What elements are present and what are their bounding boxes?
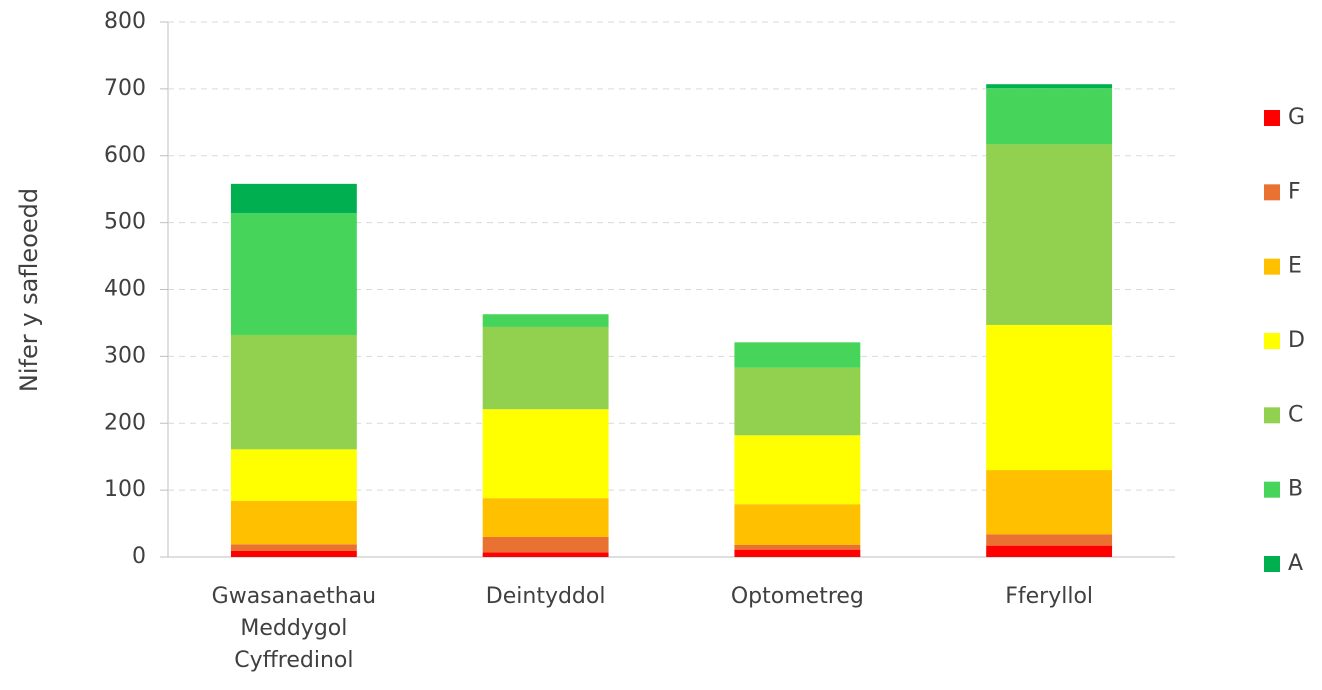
legend-swatch xyxy=(1264,184,1280,201)
bar-segment xyxy=(734,367,861,436)
bar-segment xyxy=(734,435,861,505)
legend-label: C xyxy=(1288,402,1303,427)
x-tick-label: Gwasanaethau Meddygol Cyffredinol xyxy=(211,584,377,673)
legend-label: A xyxy=(1288,551,1303,576)
y-tick-label: 0 xyxy=(132,544,146,569)
y-tick-label: 200 xyxy=(104,410,146,435)
legend-swatch xyxy=(1264,407,1280,424)
legend-label: E xyxy=(1288,254,1302,279)
y-axis-label: Nifer y safleoedd xyxy=(15,188,43,392)
legend-swatch xyxy=(1264,556,1280,572)
legend-label: F xyxy=(1288,179,1301,204)
bar-segment xyxy=(734,342,861,368)
x-tick-label: Deintyddol xyxy=(485,584,606,609)
bar-segment xyxy=(986,324,1113,471)
bar-segment xyxy=(230,334,357,450)
y-tick-label: 700 xyxy=(104,76,146,101)
bar-segment xyxy=(482,536,609,553)
bar-segment xyxy=(734,544,861,550)
bar-segment xyxy=(734,504,861,545)
bar-segment xyxy=(230,544,357,551)
legend-swatch xyxy=(1264,481,1280,498)
bar-segment xyxy=(986,545,1113,557)
bar-segment xyxy=(230,183,357,214)
x-tick-label: Fferyllol xyxy=(1005,584,1094,609)
bar-segment xyxy=(230,213,357,335)
bar-segment xyxy=(230,550,357,557)
y-tick-label: 600 xyxy=(104,143,146,168)
bar-segment xyxy=(986,84,1113,89)
bar-segment xyxy=(230,449,357,501)
legend-swatch xyxy=(1264,110,1280,126)
y-tick-label: 300 xyxy=(104,343,146,368)
bar-segment xyxy=(734,549,861,557)
bar-segment xyxy=(230,500,357,545)
legend-label: D xyxy=(1288,328,1305,353)
bar-segment xyxy=(986,534,1113,546)
bar-segment xyxy=(986,470,1113,535)
legend-label: G xyxy=(1288,105,1305,130)
bar-segment xyxy=(986,144,1113,325)
y-tick-label: 100 xyxy=(104,477,146,502)
legend-label: B xyxy=(1288,477,1303,502)
x-tick-label: Optometreg xyxy=(730,584,864,609)
bar-segment xyxy=(986,88,1113,145)
y-tick-label: 400 xyxy=(104,277,146,302)
legend-swatch xyxy=(1264,333,1280,349)
bar-segment xyxy=(482,409,609,499)
bar-segment xyxy=(482,552,609,557)
bar-segment xyxy=(482,498,609,537)
bar-segment xyxy=(482,314,609,327)
legend-swatch xyxy=(1264,258,1280,275)
y-tick-label: 500 xyxy=(104,210,146,235)
bar-segment xyxy=(482,326,609,410)
y-tick-label: 800 xyxy=(104,9,146,34)
